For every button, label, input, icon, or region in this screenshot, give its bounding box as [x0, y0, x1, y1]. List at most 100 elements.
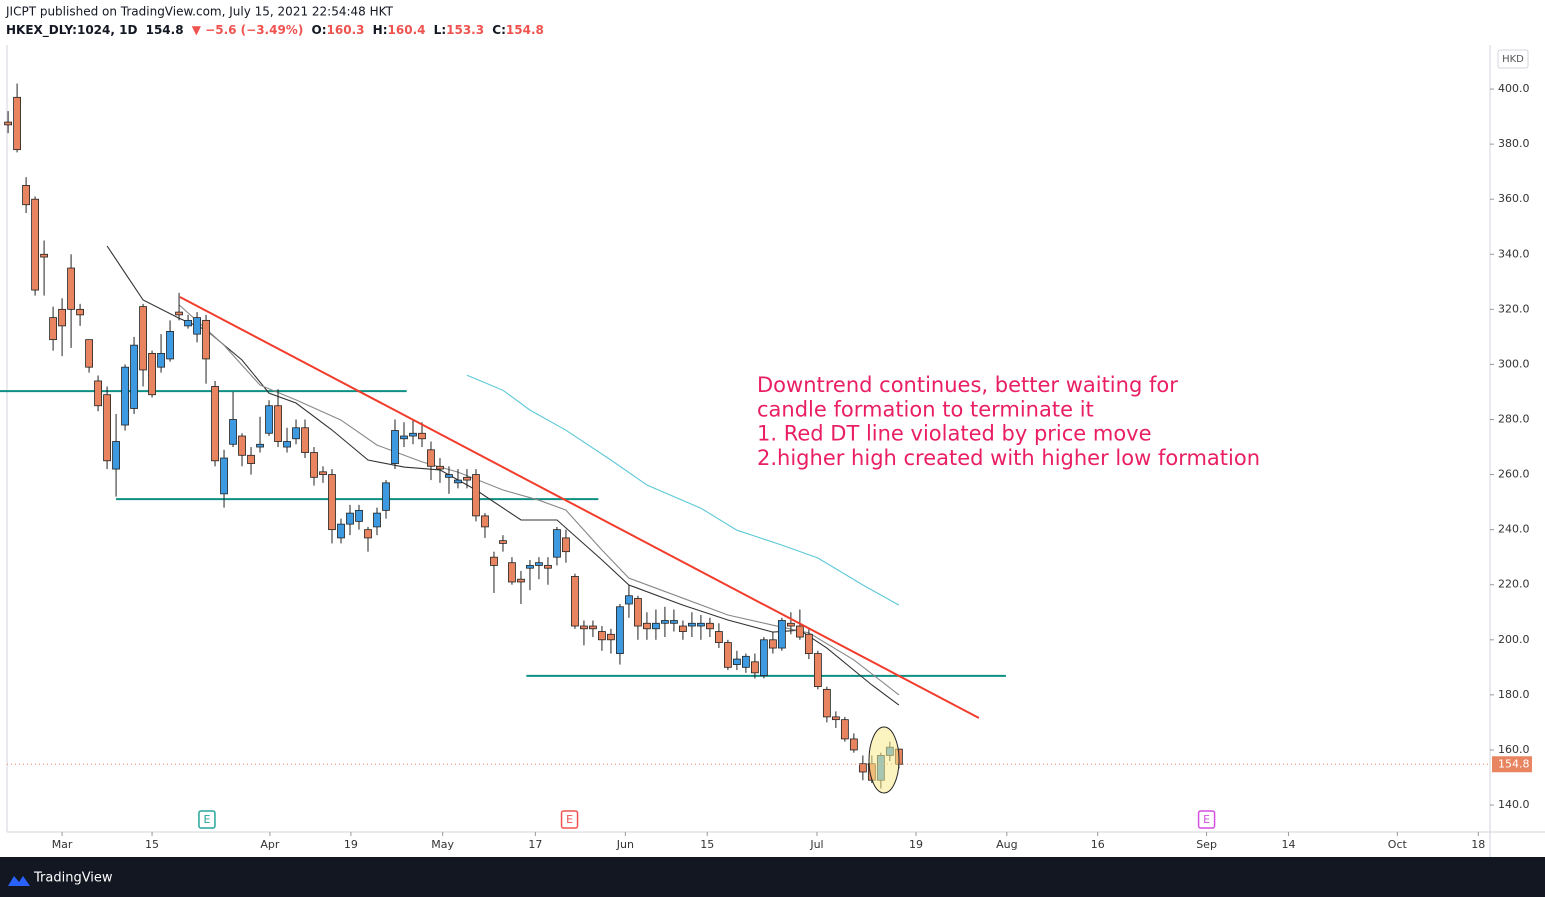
candle-body	[274, 405, 282, 442]
candle-body	[535, 562, 543, 566]
x-tick-label: Apr	[260, 838, 280, 851]
y-tick-label: 260.0	[1498, 468, 1530, 481]
candle-body	[741, 655, 750, 668]
candle-body	[436, 465, 444, 470]
annotation: 1. Red DT line violated by price move	[757, 422, 1152, 446]
candle-body	[804, 633, 813, 654]
event-label: E	[566, 813, 573, 826]
event-marker	[198, 810, 216, 829]
candle-body	[121, 366, 129, 426]
x-tick-label: May	[431, 838, 454, 851]
event-marker	[1197, 810, 1216, 829]
candle-body	[67, 267, 75, 310]
x-tick-label: Sep	[1196, 838, 1217, 851]
event-marker	[560, 810, 579, 829]
candle-body	[49, 317, 57, 341]
open-value: 160.3	[327, 23, 365, 37]
candle-body	[724, 642, 732, 668]
candle-body	[130, 344, 138, 409]
candle-body	[283, 441, 291, 448]
x-tick-label: 16	[1091, 838, 1105, 851]
candle-body	[112, 441, 120, 470]
x-tick-label: Mar	[52, 838, 73, 851]
y-tick-label: 160.0	[1498, 743, 1530, 756]
annotation: 2.higher high created with higher low fo…	[757, 446, 1260, 470]
y-tick-label: 180.0	[1498, 688, 1530, 701]
candle-body	[481, 515, 489, 528]
y-tick-label: 340.0	[1498, 247, 1530, 260]
y-tick-label: 140.0	[1498, 798, 1530, 811]
candle-body	[472, 474, 480, 517]
candle-body	[849, 738, 858, 751]
candle-body	[733, 658, 741, 665]
candle-body	[427, 449, 435, 467]
y-tick-label: 220.0	[1498, 578, 1530, 591]
moving-average	[178, 304, 900, 696]
candle-body	[229, 419, 237, 445]
candle-body	[103, 394, 111, 462]
candle-body	[715, 631, 723, 643]
candle-body	[382, 482, 390, 511]
y-tick-label: 200.0	[1498, 633, 1530, 646]
x-tick-label: Oct	[1388, 838, 1408, 851]
candle-body	[157, 353, 165, 368]
candle-body	[400, 435, 408, 440]
candle-body	[193, 317, 201, 335]
candle-body	[85, 339, 93, 368]
candle-body	[607, 633, 615, 641]
trend-line	[179, 296, 980, 719]
candle-body	[301, 427, 309, 453]
candle-body	[184, 319, 192, 327]
candle-body	[40, 253, 48, 258]
candle-body	[76, 308, 84, 316]
candle-body	[822, 688, 831, 718]
candle-body	[247, 454, 255, 464]
highlight-ellipse	[868, 726, 900, 794]
y-tick-label: 360.0	[1498, 192, 1530, 205]
candle-body	[679, 625, 687, 632]
y-tick-label: 240.0	[1498, 523, 1530, 536]
candle-body	[508, 562, 516, 583]
candle-body	[373, 512, 381, 528]
candle-body	[211, 386, 219, 462]
candle-body	[625, 595, 633, 605]
candle-body	[750, 661, 759, 674]
candle-body	[265, 405, 273, 434]
y-tick-label: 300.0	[1498, 357, 1530, 370]
symbol: HKEX_DLY:1024, 1D	[6, 23, 137, 38]
candle-body	[337, 523, 345, 539]
candle-body	[759, 639, 768, 676]
candle-body	[454, 479, 462, 484]
candle-body	[571, 576, 579, 627]
candle-body	[94, 380, 102, 407]
candle-body	[310, 452, 318, 478]
candle-body	[58, 308, 66, 327]
candle-body	[409, 432, 417, 437]
candle-body	[346, 512, 354, 525]
candle-body	[661, 620, 669, 624]
candle-body	[256, 443, 264, 448]
plot: 140.0 160.0 180.0 200.0 220.0 240.0 260.0 280.0…	[0, 82, 1530, 851]
open-label: O:	[312, 23, 327, 37]
x-tick-label: Jun	[616, 838, 634, 851]
symbol-line: HKEX_DLY:1024, 1D 154.8 ▼ −5.6 (−3.49%) …	[6, 23, 544, 38]
x-tick-label: Aug	[996, 838, 1017, 851]
candle-body	[777, 620, 786, 649]
high-value: 160.4	[388, 23, 426, 37]
candle-body	[858, 763, 867, 773]
candle-body	[202, 319, 210, 360]
candle-body	[795, 625, 804, 638]
candle-body	[670, 620, 678, 624]
annotation: candle formation to terminate it	[757, 397, 1094, 421]
currency-box	[1497, 49, 1529, 69]
candle-body	[355, 509, 363, 522]
candle-body	[634, 598, 642, 627]
last-price-box	[1492, 756, 1532, 773]
candle-body	[598, 631, 606, 641]
x-tick-label: 19	[344, 838, 358, 851]
candle-body	[139, 306, 147, 371]
candle-body	[22, 185, 30, 206]
candle-body	[4, 121, 12, 126]
